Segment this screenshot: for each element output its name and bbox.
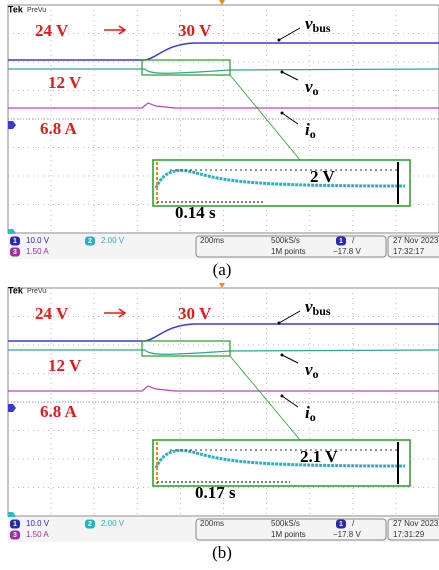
record-length: 1M points xyxy=(271,247,306,256)
annotation: 2 V xyxy=(310,167,335,186)
annotation: 30 V xyxy=(178,21,212,40)
trigger-level: −17.8 V xyxy=(333,247,361,256)
mode: PreVu xyxy=(27,288,46,295)
mode: PreVu xyxy=(27,7,46,14)
figure: TekPreVu24 V30 V12 V6.8 A0.14 s2 Vvbusvo… xyxy=(0,0,439,570)
record-length: 1M points xyxy=(271,530,306,539)
signal-subscript: o xyxy=(313,367,319,381)
ch2-scale: 2.00 V xyxy=(101,236,125,245)
time: 17:32:17 xyxy=(393,247,425,256)
annotation: 24 V xyxy=(35,304,69,323)
ch1-badge-text: 1 xyxy=(13,521,17,528)
signal-subscript: bus xyxy=(313,21,331,35)
arrow-head xyxy=(278,322,281,325)
arrow-head xyxy=(281,354,284,357)
annotation: 6.8 A xyxy=(40,119,78,138)
trigger-marker xyxy=(219,283,225,288)
time: 17:31:29 xyxy=(393,530,425,539)
signal-subscript: o xyxy=(313,84,319,98)
ch3-badge-text: 3 xyxy=(13,249,17,256)
ch1-scale: 10.0 V xyxy=(26,236,50,245)
ch2-scale: 2.00 V xyxy=(101,519,125,528)
ch3-badge-text: 3 xyxy=(13,532,17,539)
trigger-marker xyxy=(219,0,225,5)
trigger-level: −17.8 V xyxy=(333,530,361,539)
arrow-head xyxy=(281,112,284,115)
annotation: 6.8 A xyxy=(40,402,78,421)
date: 27 Nov 2023 xyxy=(393,236,439,245)
ch3-scale: 1.50 A xyxy=(26,530,49,539)
timebase: 200ms xyxy=(200,519,224,528)
sample-rate: 500kS/s xyxy=(271,519,300,528)
signal-subscript: bus xyxy=(313,304,331,318)
sample-rate: 500kS/s xyxy=(271,236,300,245)
caption: (b) xyxy=(212,543,232,562)
brand: Tek xyxy=(8,4,24,14)
annotation: 12 V xyxy=(48,356,82,375)
ch1-scale: 10.0 V xyxy=(26,519,50,528)
annotation: 0.17 s xyxy=(195,483,236,502)
trigger-badge-text: 1 xyxy=(339,521,343,528)
caption: (a) xyxy=(213,260,232,279)
annotation: 30 V xyxy=(178,304,212,323)
ch1-badge-text: 1 xyxy=(13,238,17,245)
ch2-badge-text: 2 xyxy=(88,521,92,528)
arrow-head xyxy=(281,395,284,398)
ch2-badge-text: 2 xyxy=(88,238,92,245)
brand: Tek xyxy=(8,285,24,295)
annotation: 12 V xyxy=(48,73,82,92)
signal-subscript: o xyxy=(310,410,316,424)
annotation: 24 V xyxy=(35,21,69,40)
ch3-scale: 1.50 A xyxy=(26,247,49,256)
timebase: 200ms xyxy=(200,236,224,245)
annotation: 0.14 s xyxy=(175,203,216,222)
trigger-badge-text: 1 xyxy=(339,238,343,245)
arrow-head xyxy=(281,71,284,74)
date: 27 Nov 2023 xyxy=(393,519,439,528)
signal-subscript: o xyxy=(310,127,316,141)
arrow-head xyxy=(278,39,281,42)
annotation: 2.1 V xyxy=(300,447,338,466)
